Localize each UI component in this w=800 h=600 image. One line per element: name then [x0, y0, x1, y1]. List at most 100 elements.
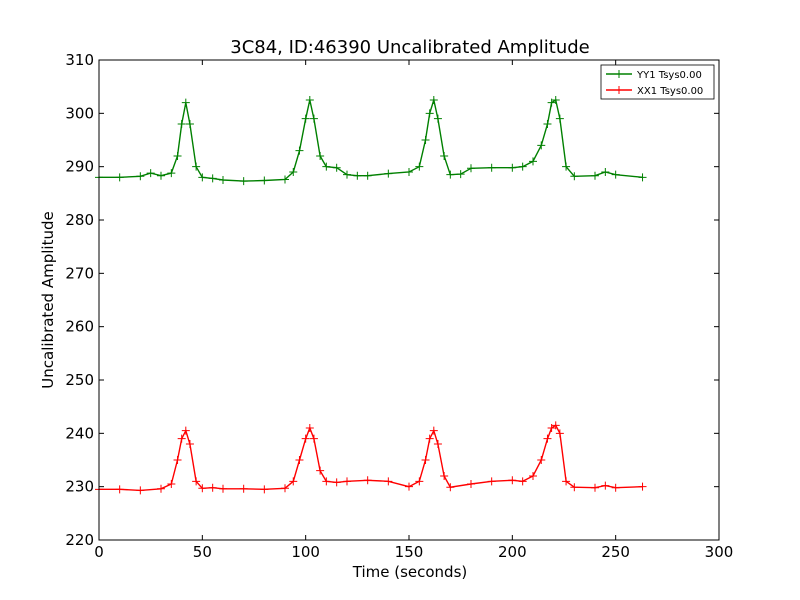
data-point-marker [562, 477, 571, 486]
x-tick-label: 50 [193, 543, 212, 561]
data-point-marker [208, 174, 217, 183]
data-point-marker [295, 456, 304, 464]
plot-area [99, 60, 719, 540]
data-point-marker [429, 96, 438, 104]
data-point-marker [309, 434, 318, 443]
data-point-marker [547, 98, 556, 107]
data-point-marker [181, 426, 190, 435]
data-point-marker [518, 162, 527, 171]
data-point-marker [173, 456, 182, 464]
data-point-marker [363, 476, 372, 485]
data-point-marker [405, 482, 413, 491]
x-tick-label: 150 [395, 543, 424, 561]
data-point-marker [537, 456, 546, 464]
data-point-marker [219, 176, 227, 184]
data-point-marker [198, 173, 207, 182]
data-point-marker [547, 424, 556, 432]
data-point-marker [384, 477, 393, 486]
data-point-marker [115, 173, 124, 182]
data-point-marker [192, 477, 201, 486]
data-point-marker [260, 485, 269, 494]
data-point-marker [591, 483, 599, 492]
data-point-marker [446, 483, 455, 492]
x-tick-label: 0 [94, 543, 104, 561]
data-point-marker [570, 483, 579, 492]
y-tick-label: 290 [65, 158, 94, 176]
data-point-marker [289, 168, 298, 176]
data-point-marker [487, 477, 496, 486]
data-point-marker [281, 175, 289, 184]
y-tick-label: 260 [65, 318, 94, 336]
series-layer [95, 96, 647, 495]
legend-label: YY1 Tsys0.00 [636, 70, 702, 81]
data-point-marker [185, 120, 194, 128]
data-point-marker [433, 114, 442, 123]
data-point-marker [440, 472, 449, 480]
data-point-marker [467, 164, 475, 173]
data-point-marker [136, 172, 145, 181]
data-point-marker [529, 157, 537, 166]
data-point-marker [305, 424, 314, 432]
data-point-marker [562, 162, 571, 171]
data-point-marker [518, 477, 527, 486]
legend-box [600, 64, 715, 100]
data-point-marker [570, 172, 579, 181]
data-point-marker [219, 484, 227, 493]
data-point-marker [543, 120, 552, 128]
data-point-marker [421, 136, 430, 144]
x-tick-label: 100 [291, 543, 320, 561]
data-point-marker [446, 170, 455, 179]
y-tick-label: 310 [65, 51, 94, 69]
data-point-marker [309, 114, 318, 123]
y-tick-label: 300 [65, 104, 94, 122]
series-line [99, 97, 643, 182]
x-axis-ticks: 0 50 100 150 200 250 300 [94, 60, 733, 561]
y-axis-label: Uncalibrated Amplitude [39, 211, 57, 388]
data-point-marker [177, 434, 186, 443]
x-tick-label: 300 [705, 543, 734, 561]
data-point-marker [508, 476, 517, 485]
data-point-marker [421, 456, 430, 464]
x-axis-label: Time (seconds) [352, 563, 468, 581]
data-point-marker [322, 477, 331, 486]
data-point-marker [136, 486, 145, 495]
data-point-marker [181, 98, 190, 107]
data-point-marker [425, 434, 434, 443]
data-point-marker [551, 96, 560, 104]
data-point-marker [363, 171, 372, 180]
data-point-marker [638, 482, 647, 491]
y-tick-label: 220 [65, 531, 94, 549]
data-point-marker [173, 152, 182, 160]
data-point-marker [440, 152, 449, 160]
data-point-marker [555, 429, 564, 438]
data-point-marker [508, 163, 517, 172]
data-point-marker [167, 169, 176, 178]
series-1 [95, 96, 647, 186]
data-point-marker [343, 170, 351, 179]
data-point-marker [239, 177, 248, 186]
data-point-marker [601, 481, 610, 490]
data-point-marker [384, 169, 393, 178]
data-point-marker [305, 96, 314, 104]
y-tick-label: 240 [65, 424, 94, 442]
data-point-marker [177, 120, 186, 128]
data-point-marker [239, 484, 248, 493]
data-point-marker [301, 114, 310, 123]
data-point-marker [456, 170, 465, 179]
data-point-marker [591, 171, 599, 180]
y-axis-ticks: 220 230 240 250 260 270 280 290 300 310 [65, 51, 719, 549]
data-point-marker [343, 477, 351, 486]
data-point-marker [353, 171, 362, 180]
data-point-marker [192, 162, 201, 171]
data-point-marker [433, 440, 442, 448]
data-point-marker [543, 434, 552, 443]
x-tick-label: 250 [601, 543, 630, 561]
series-2 [95, 421, 647, 495]
data-point-marker [529, 472, 537, 480]
data-point-marker [405, 168, 413, 176]
data-point-marker [157, 171, 165, 180]
data-point-marker [157, 484, 165, 493]
data-point-marker [332, 478, 341, 487]
data-point-marker [198, 484, 207, 493]
